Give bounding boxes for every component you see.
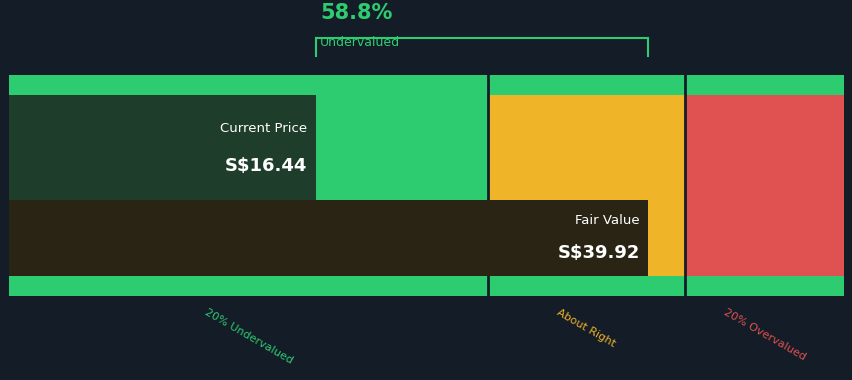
Bar (683, 74, 843, 296)
Text: 20% Overvalued: 20% Overvalued (721, 307, 806, 362)
Text: About Right: About Right (555, 307, 617, 348)
Bar (9, 200, 648, 276)
Text: Fair Value: Fair Value (574, 214, 639, 228)
Text: Undervalued: Undervalued (320, 36, 400, 49)
Text: 20% Undervalued: 20% Undervalued (203, 307, 294, 366)
Text: S$39.92: S$39.92 (557, 244, 639, 262)
Text: Current Price: Current Price (220, 122, 308, 135)
Bar (9, 95, 316, 200)
Text: 58.8%: 58.8% (320, 3, 392, 23)
Text: S$16.44: S$16.44 (225, 157, 308, 175)
Bar (488, 74, 683, 296)
Bar (9, 276, 843, 296)
Bar (9, 74, 843, 95)
Bar (9, 74, 488, 296)
